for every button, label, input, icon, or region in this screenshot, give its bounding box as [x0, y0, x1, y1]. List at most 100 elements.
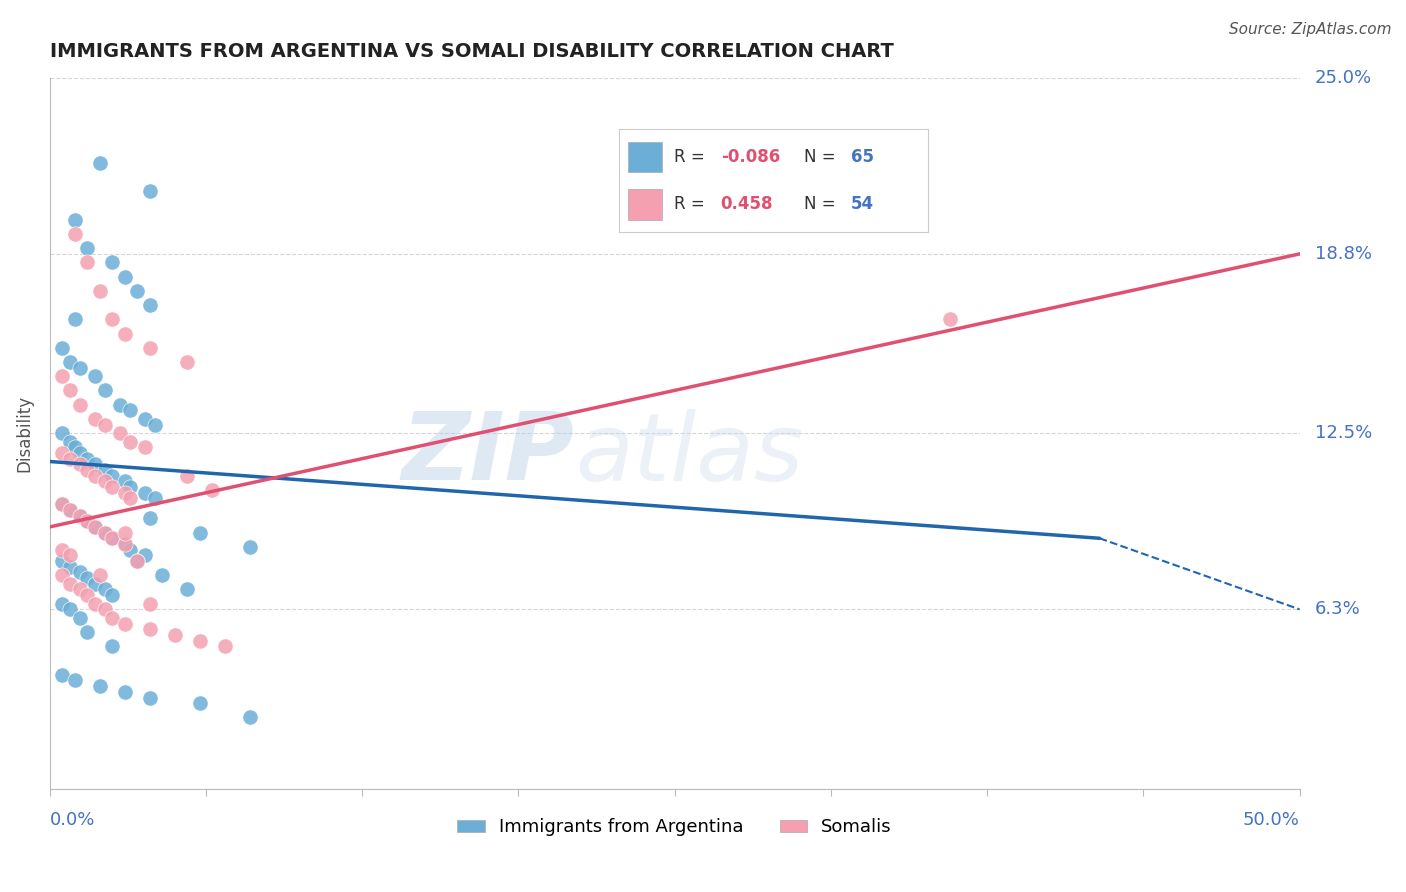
Point	[76, 255, 98, 269]
Point	[127, 554, 149, 568]
Point	[118, 480, 141, 494]
Point	[59, 384, 82, 398]
Point	[239, 540, 262, 554]
Point	[188, 696, 211, 710]
Point	[138, 690, 160, 705]
Point	[51, 597, 73, 611]
Point	[69, 582, 91, 597]
Point	[76, 451, 98, 466]
Point	[93, 463, 115, 477]
Point	[114, 485, 136, 500]
Point	[89, 568, 111, 582]
Point	[143, 417, 166, 432]
Point	[59, 602, 82, 616]
Point	[188, 525, 211, 540]
Point	[63, 673, 86, 688]
Point	[59, 549, 82, 563]
Point	[214, 640, 236, 654]
FancyBboxPatch shape	[628, 189, 662, 219]
Point	[93, 602, 115, 616]
Point	[138, 597, 160, 611]
Point	[93, 475, 115, 489]
Point	[83, 520, 105, 534]
Point	[101, 255, 124, 269]
Point	[51, 497, 73, 511]
Point	[59, 434, 82, 449]
Point	[93, 582, 115, 597]
Point	[76, 514, 98, 528]
Point	[83, 412, 105, 426]
Text: N =: N =	[804, 148, 841, 166]
Point	[69, 508, 91, 523]
Point	[63, 212, 86, 227]
Point	[76, 514, 98, 528]
Point	[69, 508, 91, 523]
Point	[114, 326, 136, 341]
Y-axis label: Disability: Disability	[15, 394, 32, 472]
Text: 0.458: 0.458	[721, 195, 773, 213]
Point	[127, 284, 149, 298]
Text: atlas: atlas	[575, 409, 803, 500]
Point	[114, 537, 136, 551]
Point	[93, 417, 115, 432]
Point	[114, 475, 136, 489]
Point	[114, 616, 136, 631]
Point	[59, 576, 82, 591]
Point	[118, 491, 141, 506]
Point	[176, 468, 198, 483]
Point	[51, 554, 73, 568]
Point	[83, 520, 105, 534]
Point	[138, 298, 160, 312]
Text: 12.5%: 12.5%	[1315, 424, 1372, 442]
Point	[63, 312, 86, 326]
Point	[89, 284, 111, 298]
Point	[76, 625, 98, 640]
Point	[127, 554, 149, 568]
Point	[93, 384, 115, 398]
Point	[83, 597, 105, 611]
FancyBboxPatch shape	[628, 142, 662, 172]
Point	[118, 434, 141, 449]
Point	[150, 568, 173, 582]
Point	[938, 312, 960, 326]
Point	[69, 458, 91, 472]
Point	[134, 412, 156, 426]
Text: 18.8%: 18.8%	[1315, 245, 1372, 263]
Point	[63, 227, 86, 241]
Point	[69, 566, 91, 580]
Point	[63, 440, 86, 454]
Point	[101, 312, 124, 326]
Text: ZIP: ZIP	[402, 409, 575, 500]
Point	[101, 588, 124, 602]
Text: N =: N =	[804, 195, 841, 213]
Point	[114, 525, 136, 540]
Point	[114, 269, 136, 284]
Point	[51, 497, 73, 511]
Point	[138, 341, 160, 355]
Point	[134, 485, 156, 500]
Point	[108, 425, 131, 440]
Point	[176, 582, 198, 597]
Point	[138, 185, 160, 199]
Text: 6.3%: 6.3%	[1315, 600, 1361, 618]
Point	[83, 458, 105, 472]
Point	[59, 559, 82, 574]
Point	[69, 446, 91, 460]
Point	[163, 628, 186, 642]
Point	[93, 525, 115, 540]
Point	[89, 156, 111, 170]
Point	[59, 355, 82, 369]
Text: 54: 54	[851, 195, 873, 213]
Point	[689, 185, 711, 199]
Text: 50.0%: 50.0%	[1243, 812, 1299, 830]
Point	[69, 398, 91, 412]
Point	[93, 525, 115, 540]
Point	[51, 568, 73, 582]
Point	[188, 633, 211, 648]
Point	[59, 503, 82, 517]
Point	[76, 571, 98, 585]
Point	[134, 549, 156, 563]
Point	[83, 468, 105, 483]
Point	[134, 440, 156, 454]
Point	[51, 341, 73, 355]
